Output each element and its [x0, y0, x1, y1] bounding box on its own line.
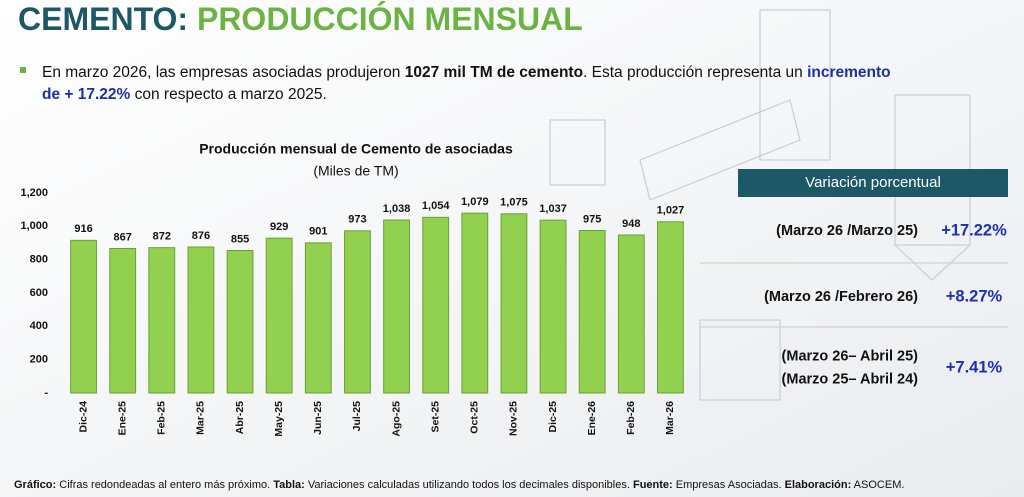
- chart-subtitle: (Miles de TM): [313, 163, 398, 179]
- footer-run: Elaboración:: [785, 479, 852, 491]
- bar: [148, 247, 176, 394]
- bullet: [20, 67, 26, 73]
- row-value: +8.27%: [946, 287, 1003, 305]
- footer-run: Gráfico:: [14, 479, 56, 491]
- value-label: 973: [348, 214, 366, 226]
- bar: [578, 230, 606, 394]
- row-label: (Marzo 26 /Marzo 25): [776, 223, 918, 239]
- y-tick-label: 800: [30, 254, 48, 266]
- intro-run: incremento: [807, 64, 891, 81]
- value-label: 876: [192, 230, 210, 242]
- bar: [383, 219, 410, 394]
- x-tick-label: Jun-25: [312, 401, 324, 435]
- footer-run: Empresas Asociadas.: [673, 479, 785, 491]
- value-label: 855: [231, 233, 249, 245]
- x-tick-label: Set-25: [429, 401, 441, 433]
- x-tick-label: Jul-25: [351, 401, 363, 432]
- intro-line: En marzo 2026, las empresas asociadas pr…: [42, 64, 891, 81]
- x-tick-label: Ene-25: [116, 401, 128, 436]
- title-part: PRODUCCIÓN MENSUAL: [197, 1, 583, 37]
- x-tick-label: Oct-25: [469, 401, 481, 434]
- row-label: (Marzo 26 /Febrero 26): [764, 289, 918, 305]
- y-tick-label: 400: [30, 320, 48, 332]
- y-tick-label: 200: [30, 354, 48, 366]
- value-label: 1,075: [500, 197, 528, 209]
- value-label: 1,027: [657, 205, 685, 217]
- row-value: +17.22%: [941, 221, 1007, 239]
- value-label: 948: [622, 218, 640, 230]
- bar: [344, 230, 371, 394]
- y-tick-label: 600: [30, 287, 48, 299]
- bar: [617, 234, 645, 394]
- value-label: 916: [74, 223, 92, 235]
- x-tick-label: Feb-26: [625, 401, 637, 435]
- value-label: 1,037: [539, 203, 567, 215]
- x-tick-label: Feb-25: [156, 401, 168, 435]
- bar: [461, 212, 489, 394]
- bar: [304, 242, 332, 394]
- x-tick-label: Dic-24: [77, 401, 89, 433]
- value-label: 1,038: [383, 203, 411, 215]
- footer: Gráfico: Cifras redondeadas al entero má…: [14, 479, 904, 491]
- x-tick-label: May-25: [273, 401, 285, 437]
- x-tick-label: Dic-25: [547, 401, 559, 433]
- value-label: 901: [309, 226, 327, 238]
- bar: [70, 239, 97, 394]
- bar: [226, 250, 254, 394]
- x-tick-label: Mar-25: [195, 401, 207, 435]
- value-label: 975: [583, 213, 601, 225]
- value-label: 872: [153, 231, 171, 243]
- value-label: 1,079: [461, 196, 489, 208]
- intro-run: . Esta producción representa un: [583, 64, 807, 81]
- intro-run: con respecto a marzo 2025.: [130, 86, 326, 103]
- chart-title: Producción mensual de Cemento de asociad…: [199, 141, 513, 157]
- row-value: +7.41%: [946, 358, 1003, 376]
- bar: [265, 237, 293, 394]
- value-label: 867: [114, 231, 132, 243]
- x-tick-label: Ene-26: [586, 401, 598, 436]
- footer-run: Fuente:: [633, 479, 673, 491]
- row-label: (Marzo 25– Abril 24): [782, 371, 919, 387]
- intro-run: de + 17.22%: [42, 86, 131, 103]
- footer-run: Cifras redondeadas al entero más próximo…: [56, 479, 273, 491]
- y-tick-label: 1,200: [20, 187, 48, 199]
- bar: [500, 213, 528, 394]
- bar: [539, 219, 567, 394]
- footer-run: ASOCEM.: [851, 479, 904, 491]
- intro-line: de + 17.22% con respecto a marzo 2025.: [42, 86, 327, 103]
- title: CEMENTO: PRODUCCIÓN MENSUAL: [18, 1, 583, 37]
- y-tick-label: 1,000: [20, 220, 48, 232]
- title-part: CEMENTO:: [18, 1, 188, 37]
- bar: [187, 246, 215, 394]
- x-tick-label: Nov-25: [508, 401, 520, 436]
- x-tick-label: Abr-25: [234, 401, 246, 434]
- bar: [657, 221, 684, 394]
- y-tick-label: -: [44, 387, 48, 399]
- x-tick-label: Mar-26: [664, 401, 676, 435]
- bar: [422, 216, 450, 394]
- x-tick-label: Ago-25: [390, 401, 402, 437]
- intro-run: 1027 mil TM de cemento: [405, 64, 583, 81]
- value-label: 929: [270, 221, 288, 233]
- row-label: (Marzo 26– Abril 25): [782, 348, 919, 364]
- footer-run: Tabla:: [273, 479, 305, 491]
- table-header: Variación porcentual: [805, 174, 941, 191]
- value-label: 1,054: [422, 200, 450, 212]
- table-header-bg: [738, 169, 1008, 197]
- bar: [109, 248, 137, 394]
- footer-run: Variaciones calculadas utilizando todos …: [305, 479, 633, 491]
- intro-run: En marzo 2026, las empresas asociadas pr…: [42, 64, 405, 81]
